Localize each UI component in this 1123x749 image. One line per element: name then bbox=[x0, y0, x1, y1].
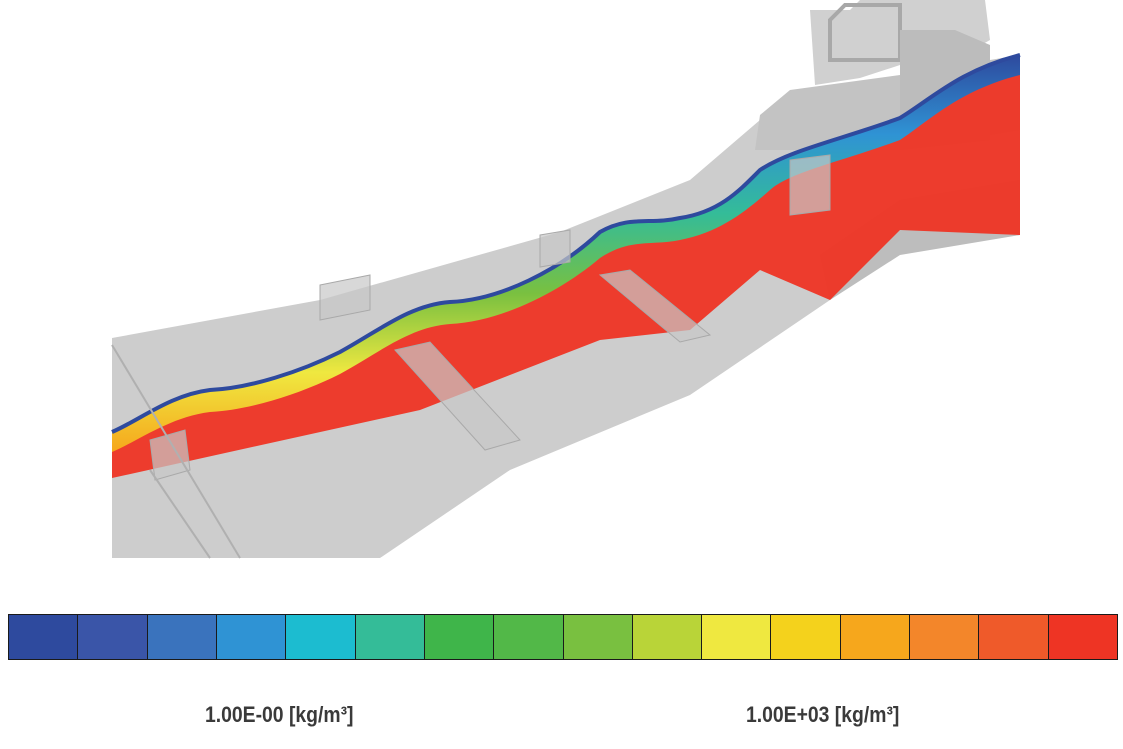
baffle-piers bbox=[149, 154, 831, 481]
pier-1 bbox=[149, 429, 191, 481]
legend-swatch-13 bbox=[840, 615, 911, 659]
groove-1 bbox=[111, 344, 241, 559]
legend-swatch-9 bbox=[563, 615, 633, 659]
legend-swatch-1 bbox=[9, 615, 79, 659]
legend-swatch-2 bbox=[78, 615, 148, 659]
groove-2 bbox=[149, 469, 211, 559]
legend-swatch-6 bbox=[355, 615, 425, 659]
legend-swatch-7 bbox=[424, 615, 495, 659]
legend-swatch-16 bbox=[1048, 615, 1117, 659]
pier-6 bbox=[789, 154, 831, 216]
pier-5 bbox=[598, 269, 712, 343]
legend-swatch-11 bbox=[702, 615, 772, 659]
legend-swatch-14 bbox=[910, 615, 980, 659]
pier-2 bbox=[319, 274, 371, 321]
legend-min-label: 1.00E-00 [kg/m³] bbox=[205, 702, 354, 727]
legend-swatch-4 bbox=[216, 615, 287, 659]
pier-3 bbox=[394, 341, 521, 451]
pier-4 bbox=[539, 229, 571, 268]
floor-grooves bbox=[111, 344, 241, 559]
spillway-simulation-render bbox=[111, 0, 1021, 559]
legend-swatch-3 bbox=[147, 615, 217, 659]
density-color-legend bbox=[8, 614, 1118, 660]
legend-max-label: 1.00E+03 [kg/m³] bbox=[746, 702, 900, 727]
legend-swatch-5 bbox=[286, 615, 356, 659]
legend-swatch-12 bbox=[771, 615, 841, 659]
fluid-surface-line bbox=[111, 53, 1021, 434]
legend-swatch-15 bbox=[979, 615, 1049, 659]
legend-swatch-10 bbox=[632, 615, 703, 659]
legend-swatch-8 bbox=[494, 615, 564, 659]
